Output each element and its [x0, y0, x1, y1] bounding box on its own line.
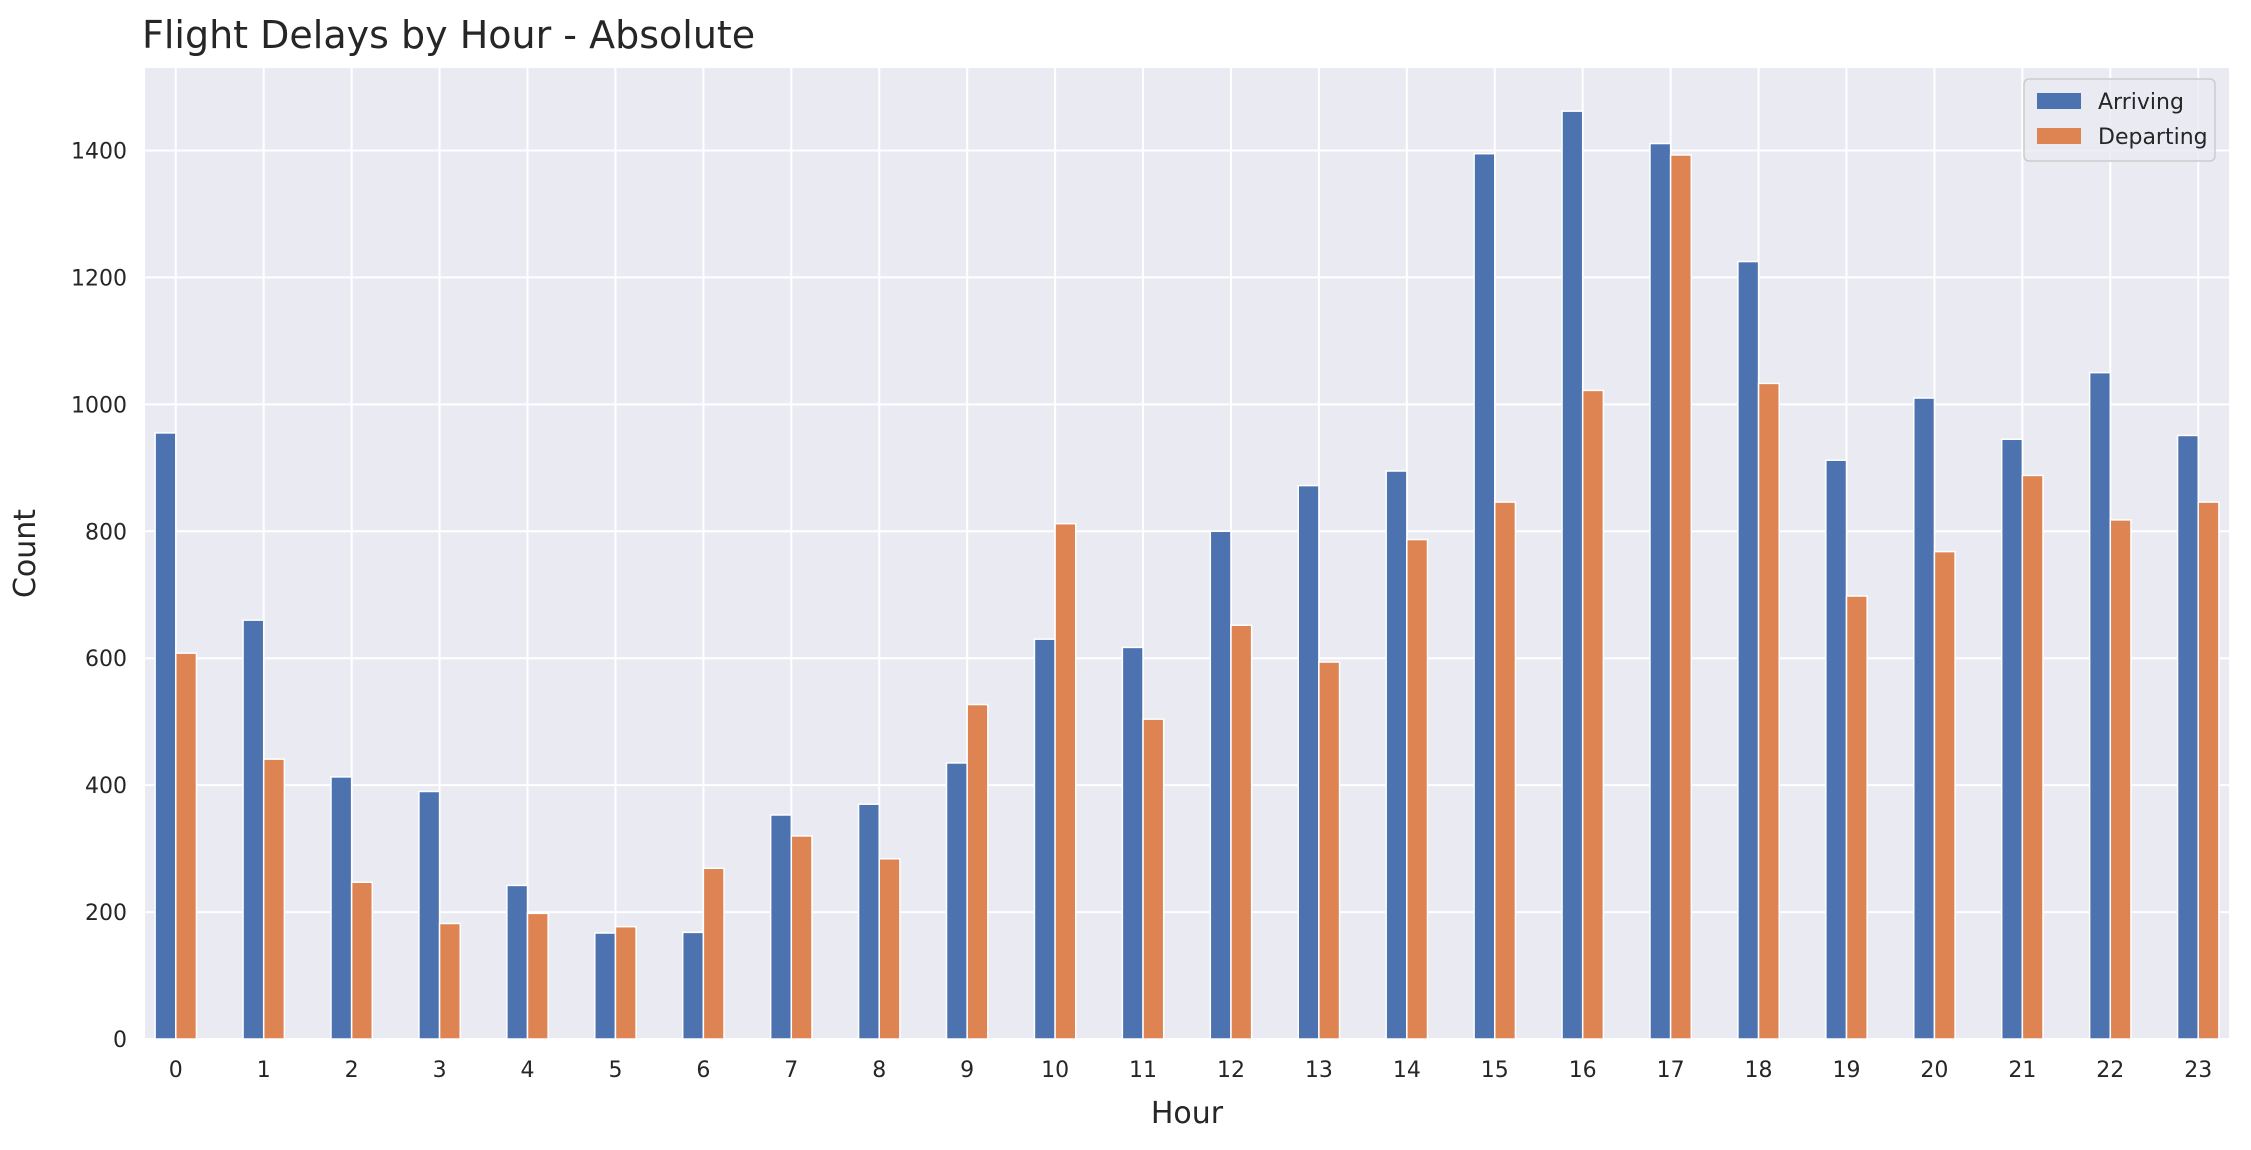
x-tick-label: 21 — [2008, 1058, 2036, 1083]
y-tick-label: 1400 — [71, 140, 127, 165]
x-tick-label: 17 — [1657, 1058, 1685, 1083]
bar-arriving — [242, 619, 265, 1040]
bar-departing — [1494, 501, 1517, 1040]
bar-departing — [1669, 154, 1693, 1040]
bar-departing — [1054, 522, 1077, 1040]
bar-arriving — [154, 432, 177, 1040]
bar-departing — [1406, 538, 1429, 1040]
bar-arriving — [418, 790, 441, 1040]
x-tick-label: 18 — [1745, 1058, 1773, 1083]
bar-arriving — [681, 931, 705, 1040]
x-tick-label: 1 — [257, 1058, 271, 1083]
bar-arriving — [506, 884, 529, 1040]
bar-departing — [878, 858, 901, 1040]
x-tick-label: 6 — [696, 1058, 710, 1083]
bar-arriving — [330, 776, 353, 1040]
legend-swatch-departing — [2037, 128, 2081, 144]
y-tick-label: 1200 — [71, 266, 127, 291]
x-tick-label: 10 — [1041, 1058, 1069, 1083]
bar-departing — [526, 912, 549, 1040]
bar-arriving — [1737, 260, 1760, 1040]
bar-departing — [1230, 624, 1253, 1040]
x-tick-label: 14 — [1393, 1058, 1421, 1083]
x-tick-label: 12 — [1217, 1058, 1245, 1083]
y-tick-label: 0 — [113, 1028, 127, 1053]
x-tick-label: 23 — [2184, 1058, 2212, 1083]
bar-arriving — [1297, 484, 1320, 1040]
x-tick-label: 22 — [2096, 1058, 2124, 1083]
bar-arriving — [2088, 371, 2112, 1040]
x-tick-label: 7 — [784, 1058, 798, 1083]
x-tick-label: 13 — [1305, 1058, 1333, 1083]
x-tick-label: 5 — [608, 1058, 622, 1083]
bar-departing — [1142, 718, 1165, 1040]
x-tick-label: 11 — [1129, 1058, 1157, 1083]
x-tick-label: 0 — [169, 1058, 183, 1083]
y-tick-label: 1000 — [71, 393, 127, 418]
bar-departing — [2109, 519, 2132, 1040]
x-tick-label: 15 — [1481, 1058, 1509, 1083]
bar-departing — [438, 922, 461, 1040]
legend: Arriving Departing — [2023, 78, 2216, 162]
bar-arriving — [1473, 152, 1496, 1040]
bar-departing — [1318, 661, 1341, 1040]
bar-departing — [1757, 382, 1780, 1040]
bar-arriving — [857, 803, 880, 1040]
bar-departing — [790, 835, 813, 1040]
bar-departing — [966, 703, 989, 1040]
x-tick-label: 19 — [1832, 1058, 1860, 1083]
bar-departing — [614, 925, 637, 1040]
bar-arriving — [1913, 397, 1936, 1040]
bar-departing — [2021, 474, 2044, 1040]
bars — [154, 110, 2220, 1040]
bar-arriving — [1209, 530, 1232, 1040]
bar-arriving — [945, 762, 968, 1040]
x-tick-label: 20 — [1920, 1058, 1948, 1083]
x-axis-ticks: 0 1 2 3 4 5 6 7 8 9 10 11 12 13 14 15 16 17 18 19 20 21 22 23 — [169, 1058, 2212, 1083]
bar-departing — [350, 881, 374, 1040]
legend-label-arriving: Arriving — [2098, 90, 2184, 115]
chart-title: Flight Delays by Hour - Absolute — [142, 13, 755, 57]
bar-arriving — [1561, 110, 1584, 1040]
bar-arriving — [1825, 459, 1848, 1040]
x-tick-label: 16 — [1569, 1058, 1597, 1083]
x-tick-label: 3 — [433, 1058, 447, 1083]
y-tick-label: 800 — [85, 520, 127, 545]
y-tick-label: 600 — [85, 647, 127, 672]
bar-departing — [702, 867, 725, 1040]
x-tick-label: 2 — [345, 1058, 359, 1083]
y-axis-ticks: 0 200 400 600 800 1000 1200 1400 — [71, 140, 127, 1053]
legend-swatch-arriving — [2037, 93, 2081, 109]
bar-arriving — [1121, 646, 1144, 1040]
bar-departing — [2197, 501, 2220, 1040]
bar-arriving — [1033, 638, 1056, 1040]
bar-arriving — [2176, 434, 2199, 1040]
y-tick-label: 200 — [85, 901, 127, 926]
y-axis-label: Count — [8, 509, 43, 598]
x-tick-label: 4 — [521, 1058, 535, 1083]
bar-departing — [175, 652, 198, 1040]
bar-arriving — [769, 814, 793, 1040]
plot-area — [145, 68, 2229, 1039]
bar-departing — [262, 758, 286, 1040]
x-tick-label: 9 — [960, 1058, 974, 1083]
x-tick-label: 8 — [872, 1058, 886, 1083]
bar-arriving — [1649, 142, 1672, 1040]
x-axis-label: Hour — [1151, 1096, 1224, 1131]
bar-departing — [1933, 550, 1956, 1040]
bar-departing — [1581, 389, 1605, 1040]
bar-arriving — [594, 932, 617, 1040]
bar-departing — [1845, 595, 1868, 1040]
bar-arriving — [1385, 470, 1408, 1040]
legend-label-departing: Departing — [2098, 125, 2208, 150]
bar-arriving — [2000, 438, 2024, 1040]
y-tick-label: 400 — [85, 774, 127, 799]
